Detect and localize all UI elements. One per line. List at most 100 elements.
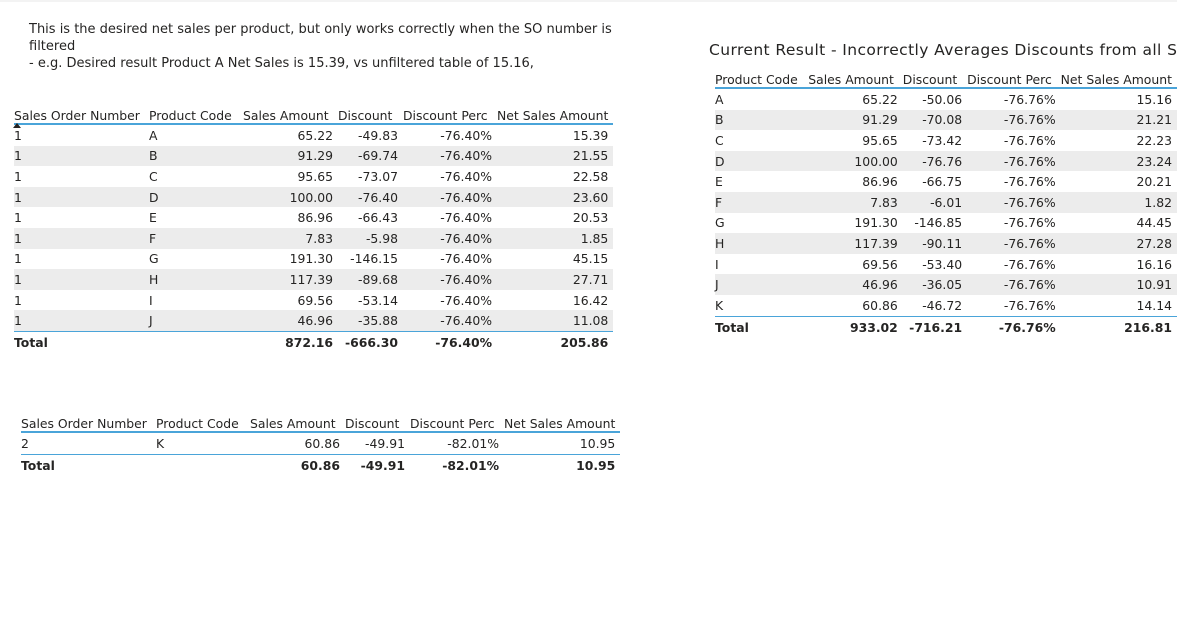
table-cell: -76.76% xyxy=(967,109,1061,131)
table-cell: 23.24 xyxy=(1060,150,1177,172)
table-row[interactable]: 1 B 91.29 -69.74 -76.40% 21.55 xyxy=(14,145,614,167)
table-cell: I xyxy=(149,292,153,308)
table-cell: 1 xyxy=(14,310,149,332)
column-header-product-code[interactable]: Product Code xyxy=(156,411,250,433)
column-header-sales-amount[interactable]: Sales Amount xyxy=(250,411,345,433)
table-visual-current-result[interactable]: Product Code Sales Amount Discount Disco… xyxy=(715,67,1177,338)
table-row[interactable]: 1 A 65.22 -49.83 -76.40% 15.39 xyxy=(14,124,613,146)
table-row[interactable]: F 7.83 -6.01 -76.76% 1.82 xyxy=(715,191,1177,213)
column-header-product-code[interactable]: Product Code xyxy=(715,67,809,89)
column-header-discount-perc[interactable]: Discount Perc xyxy=(967,67,1061,89)
table-row[interactable]: C 95.65 -73.42 -76.76% 22.23 xyxy=(715,130,1177,151)
table-cell: 44.45 xyxy=(1136,215,1172,231)
table-cell: K xyxy=(156,432,250,455)
table-row[interactable]: H 117.39 -90.11 -76.76% 27.28 xyxy=(715,233,1177,254)
column-header-discount[interactable]: Discount xyxy=(338,103,403,125)
table-cell: F xyxy=(149,227,243,249)
table-cell: 16.42 xyxy=(572,292,609,308)
table-cell: -76.76% xyxy=(1003,215,1056,231)
column-header-discount-perc[interactable]: Discount Perc xyxy=(410,411,504,433)
table-cell: -76.76% xyxy=(1003,174,1056,190)
table-row[interactable]: K 60.86 -46.72 -76.76% 14.14 xyxy=(715,294,1177,317)
total-cell: -76.40% xyxy=(403,331,497,353)
table-row[interactable]: 1 D 100.00 -76.40 -76.40% 23.60 xyxy=(14,186,614,208)
total-label: Total xyxy=(14,331,149,353)
table-row[interactable]: 1 E 86.96 -66.43 -76.40% 20.53 xyxy=(14,207,613,228)
table-row[interactable]: D 100.00 -76.76 -76.76% 23.24 xyxy=(715,150,1177,172)
table-cell: -89.68 xyxy=(338,269,403,290)
table-visual-so2[interactable]: Sales Order Number Product Code Sales Am… xyxy=(21,411,621,476)
column-header-product-code[interactable]: Product Code xyxy=(149,103,243,125)
sort-ascending-icon[interactable] xyxy=(13,123,21,128)
column-header-net-sales-amount[interactable]: Net Sales Amount xyxy=(1060,67,1177,89)
table-cell: -90.11 xyxy=(902,233,968,254)
table-cell: 117.39 xyxy=(808,233,903,254)
table-cell: H xyxy=(149,269,243,290)
table-cell: -76.40% xyxy=(403,310,497,332)
column-header-discount-perc[interactable]: Discount Perc xyxy=(403,103,497,125)
table-cell: J xyxy=(149,310,243,332)
table-row[interactable]: 1 G 191.30 -146.15 -76.40% 45.15 xyxy=(14,249,613,270)
table-cell: H xyxy=(715,233,809,254)
table-cell: D xyxy=(715,150,809,172)
table-cell: 10.91 xyxy=(1060,274,1177,295)
column-header-discount[interactable]: Discount xyxy=(902,67,968,89)
column-header-net-sales-amount[interactable]: Net Sales Amount xyxy=(504,411,621,433)
column-header-sales-order-number[interactable]: Sales Order Number xyxy=(21,411,156,433)
table-cell: A xyxy=(715,91,724,107)
table-row[interactable]: 1 J 46.96 -35.88 -76.40% 11.08 xyxy=(14,310,614,332)
table-cell: 91.29 xyxy=(808,109,903,131)
table-cell: 45.15 xyxy=(572,251,609,267)
total-label: Total xyxy=(715,316,809,338)
table-cell: -35.88 xyxy=(338,310,403,332)
table-cell: 1 xyxy=(14,269,149,290)
column-header-discount[interactable]: Discount xyxy=(345,411,410,433)
total-cell xyxy=(156,454,250,476)
table-cell: -76.76% xyxy=(967,274,1061,295)
table-row[interactable]: B 91.29 -70.08 -76.76% 21.21 xyxy=(715,109,1177,131)
table-cell: 86.96 xyxy=(297,210,333,226)
table-cell: 100.00 xyxy=(243,186,338,208)
column-header-sales-amount[interactable]: Sales Amount xyxy=(243,103,338,125)
table-cell: 1 xyxy=(14,186,149,208)
table-cell: E xyxy=(149,210,157,226)
table-row[interactable]: 1 F 7.83 -5.98 -76.40% 1.85 xyxy=(14,227,614,249)
table-cell: -50.06 xyxy=(922,91,963,107)
total-cell: -82.01% xyxy=(410,454,504,476)
table-total-row: Total 872.16 -666.30 -76.40% 205.86 xyxy=(14,331,614,353)
total-cell: -666.30 xyxy=(338,331,403,353)
note-line-1: This is the desired net sales per produc… xyxy=(29,22,612,54)
table-row[interactable]: 1 C 95.65 -73.07 -76.40% 22.58 xyxy=(14,166,613,187)
table-cell: -76.40% xyxy=(440,168,492,184)
column-header-net-sales-amount[interactable]: Net Sales Amount xyxy=(497,103,614,125)
table-visual-so1[interactable]: Sales Order Number Product Code Sales Am… xyxy=(14,103,614,353)
table-cell: -46.72 xyxy=(902,294,968,317)
table-row[interactable]: A 65.22 -50.06 -76.76% 15.16 xyxy=(715,88,1177,110)
table-cell: C xyxy=(715,132,724,148)
table-row[interactable]: I 69.56 -53.40 -76.76% 16.16 xyxy=(715,254,1177,275)
column-header-sales-amount[interactable]: Sales Amount xyxy=(808,67,903,89)
table-cell: 11.08 xyxy=(497,310,614,332)
column-header-sales-order-number[interactable]: Sales Order Number xyxy=(14,103,149,125)
table-row[interactable]: 1 H 117.39 -89.68 -76.40% 27.71 xyxy=(14,269,614,290)
table-row[interactable]: 2 K 60.86 -49.91 -82.01% 10.95 xyxy=(21,432,621,455)
table-cell: G xyxy=(715,215,725,231)
table-cell: 1 xyxy=(14,145,149,167)
table-cell: 60.86 xyxy=(250,432,345,455)
table-row[interactable]: G 191.30 -146.85 -76.76% 44.45 xyxy=(715,213,1177,234)
table-cell: 20.21 xyxy=(1136,174,1172,190)
table-row[interactable]: J 46.96 -36.05 -76.76% 10.91 xyxy=(715,274,1177,295)
table-cell: -76.76% xyxy=(967,150,1061,172)
table-cell: -76.40 xyxy=(338,186,403,208)
table-row[interactable]: 1 I 69.56 -53.14 -76.40% 16.42 xyxy=(14,290,613,311)
table-cell: -73.07 xyxy=(358,168,398,184)
total-cell: 205.86 xyxy=(497,331,614,353)
table-cell: -53.14 xyxy=(358,292,398,308)
table-cell: 95.65 xyxy=(862,132,898,148)
table-cell: 46.96 xyxy=(243,310,338,332)
table-cell: 1.85 xyxy=(497,227,614,249)
table-cell: 46.96 xyxy=(808,274,903,295)
table-row[interactable]: E 86.96 -66.75 -76.76% 20.21 xyxy=(715,171,1177,192)
table-cell: -76.40% xyxy=(440,210,492,226)
table-cell: 1 xyxy=(14,168,22,184)
